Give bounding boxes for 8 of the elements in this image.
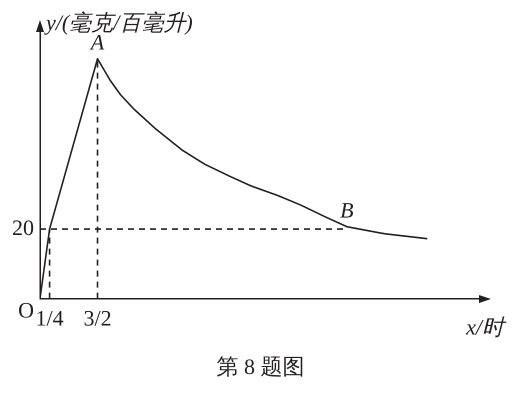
annotation: B <box>340 197 354 222</box>
annotation: O <box>18 297 34 322</box>
y-axis-title: y/(毫克/百毫升) <box>44 10 193 35</box>
x-tick-label: 1/4 <box>36 306 64 331</box>
annotation: 20 <box>12 214 34 240</box>
text: 第 8 题图 <box>216 353 306 381</box>
x-axis-title: x/时 <box>465 314 507 340</box>
x-tick-label: 3/2 <box>83 306 112 331</box>
